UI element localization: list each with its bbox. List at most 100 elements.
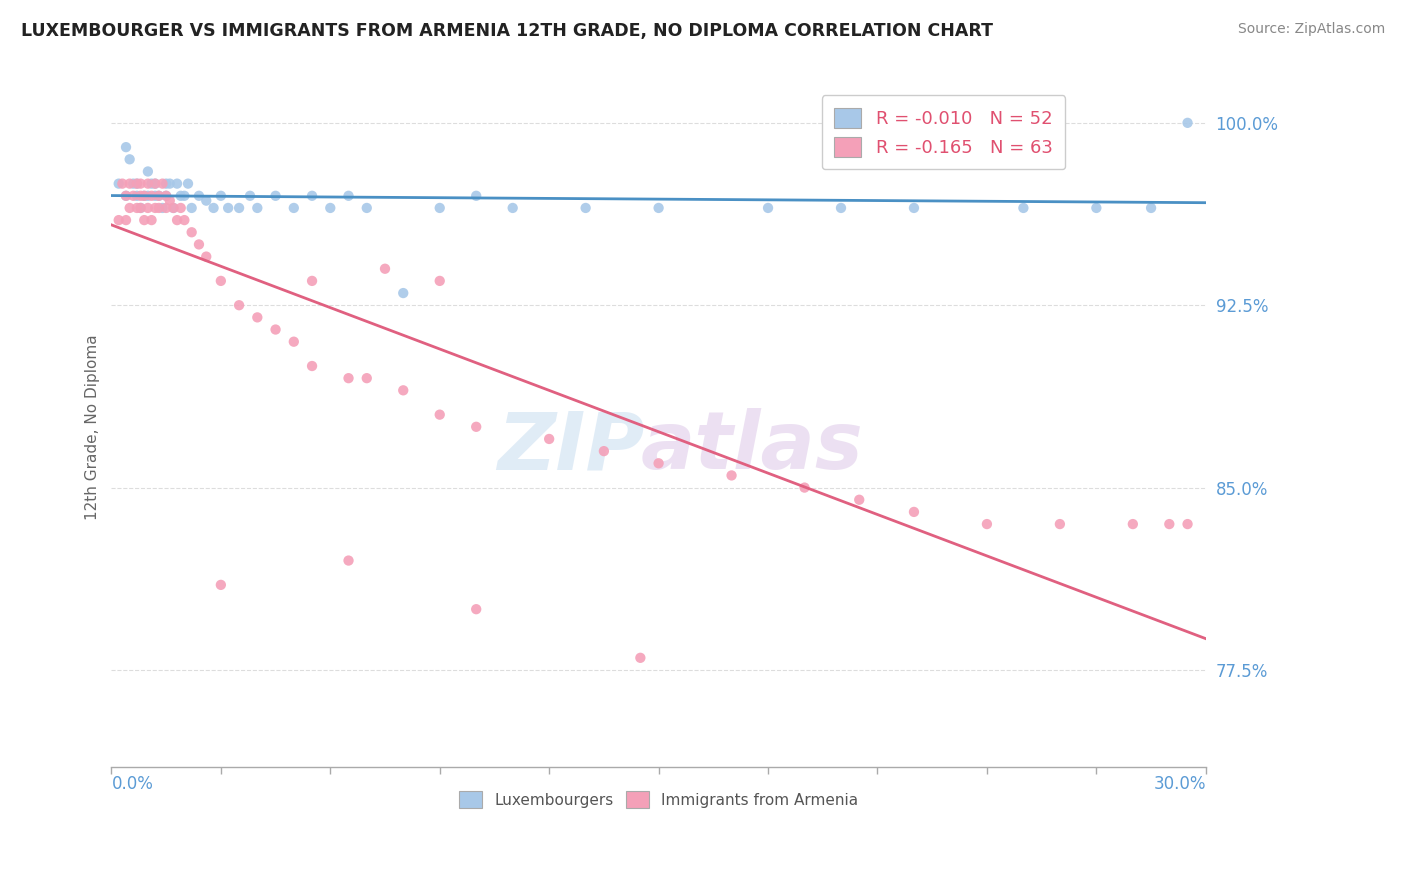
Point xyxy=(1159,517,1181,532)
Point xyxy=(465,188,488,202)
Text: Source: ZipAtlas.com: Source: ZipAtlas.com xyxy=(1237,22,1385,37)
Point xyxy=(465,419,488,434)
Point xyxy=(1177,517,1199,532)
Point xyxy=(177,177,200,191)
Point xyxy=(1085,201,1108,215)
Point xyxy=(115,188,138,202)
Point xyxy=(107,213,129,227)
Text: ZIP: ZIP xyxy=(498,409,645,486)
Point xyxy=(166,213,188,227)
Point xyxy=(337,371,360,385)
Point xyxy=(125,177,148,191)
Point xyxy=(720,468,742,483)
Point xyxy=(429,274,451,288)
Point xyxy=(136,188,159,202)
Point xyxy=(180,225,202,239)
Point xyxy=(1177,116,1199,130)
Point xyxy=(152,201,174,215)
Point xyxy=(188,237,211,252)
Point xyxy=(356,371,378,385)
Point xyxy=(125,177,148,191)
Point xyxy=(337,553,360,567)
Point xyxy=(209,578,232,592)
Point xyxy=(830,201,852,215)
Point xyxy=(1049,517,1071,532)
Point xyxy=(337,188,360,202)
Point xyxy=(188,188,211,202)
Point xyxy=(129,177,152,191)
Point xyxy=(143,177,166,191)
Text: LUXEMBOURGER VS IMMIGRANTS FROM ARMENIA 12TH GRADE, NO DIPLOMA CORRELATION CHART: LUXEMBOURGER VS IMMIGRANTS FROM ARMENIA … xyxy=(21,22,993,40)
Point xyxy=(756,201,779,215)
Point xyxy=(162,201,184,215)
Text: 30.0%: 30.0% xyxy=(1153,774,1206,793)
Point xyxy=(148,188,170,202)
Point xyxy=(143,201,166,215)
Point xyxy=(1012,201,1035,215)
Point xyxy=(228,298,250,312)
Point xyxy=(166,177,188,191)
Point xyxy=(125,188,148,202)
Point xyxy=(125,201,148,215)
Point xyxy=(903,201,925,215)
Point xyxy=(976,517,998,532)
Point xyxy=(141,213,163,227)
Point xyxy=(134,213,156,227)
Point xyxy=(264,188,287,202)
Point xyxy=(143,177,166,191)
Point xyxy=(134,188,156,202)
Point xyxy=(319,201,342,215)
Point xyxy=(155,188,177,202)
Point xyxy=(152,177,174,191)
Point xyxy=(148,188,170,202)
Point xyxy=(465,602,488,616)
Point xyxy=(392,384,415,398)
Point xyxy=(159,194,181,208)
Point xyxy=(143,188,166,202)
Point xyxy=(239,188,262,202)
Point xyxy=(593,444,616,458)
Point xyxy=(264,322,287,336)
Point xyxy=(374,261,396,276)
Point xyxy=(1140,201,1163,215)
Point xyxy=(129,188,152,202)
Point xyxy=(122,188,145,202)
Point xyxy=(141,188,163,202)
Point xyxy=(118,153,141,167)
Point xyxy=(209,188,232,202)
Point xyxy=(903,505,925,519)
Point xyxy=(848,492,870,507)
Point xyxy=(173,213,195,227)
Point xyxy=(136,177,159,191)
Point xyxy=(141,177,163,191)
Legend: Luxembourgers, Immigrants from Armenia: Luxembourgers, Immigrants from Armenia xyxy=(453,785,865,814)
Point xyxy=(209,274,232,288)
Point xyxy=(283,334,305,349)
Point xyxy=(155,188,177,202)
Point xyxy=(392,286,415,301)
Point xyxy=(502,201,524,215)
Point xyxy=(173,188,195,202)
Point xyxy=(129,201,152,215)
Point xyxy=(122,177,145,191)
Point xyxy=(155,201,177,215)
Point xyxy=(217,201,239,215)
Point xyxy=(575,201,598,215)
Point xyxy=(136,164,159,178)
Point xyxy=(246,201,269,215)
Point xyxy=(115,213,138,227)
Point xyxy=(793,481,815,495)
Point xyxy=(195,194,218,208)
Point xyxy=(228,201,250,215)
Point xyxy=(283,201,305,215)
Point xyxy=(538,432,561,446)
Point xyxy=(647,456,669,470)
Point xyxy=(1122,517,1144,532)
Point xyxy=(195,250,218,264)
Y-axis label: 12th Grade, No Diploma: 12th Grade, No Diploma xyxy=(86,334,100,520)
Point xyxy=(429,201,451,215)
Text: atlas: atlas xyxy=(640,409,863,486)
Point xyxy=(170,188,193,202)
Point xyxy=(647,201,669,215)
Point xyxy=(134,188,156,202)
